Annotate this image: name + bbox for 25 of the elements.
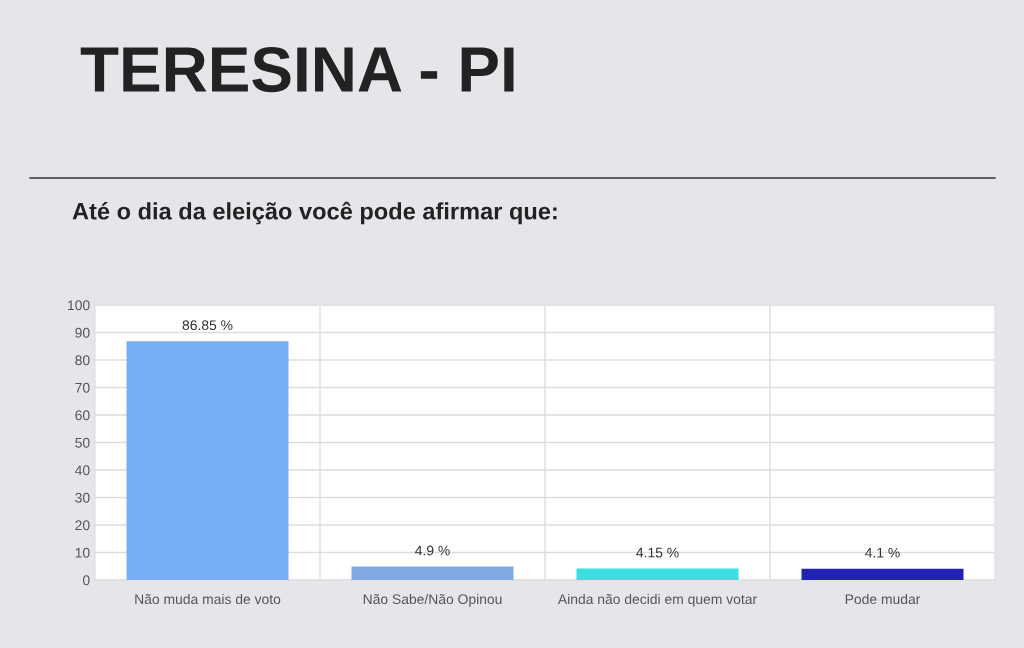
data-label: 4.9 % [415, 545, 450, 556]
y-tick-label: 50 [75, 437, 90, 448]
x-tick-label: Não Sabe/Não Opinou [363, 593, 502, 607]
bar [801, 568, 964, 580]
chart-title: TERESINA - PI [80, 46, 514, 93]
y-tick-label: 80 [75, 355, 90, 366]
y-tick-label: 100 [68, 300, 90, 311]
y-tick-label: 30 [75, 492, 90, 503]
bar [351, 566, 514, 580]
y-tick-label: 40 [75, 465, 90, 476]
data-label: 4.15 % [636, 547, 679, 558]
y-tick-label: 0 [82, 575, 90, 586]
y-tick-label: 20 [75, 520, 90, 531]
x-tick-label: Ainda não decidi em quem votar [557, 593, 757, 607]
data-label: 86.85 % [182, 320, 233, 331]
y-tick-label: 60 [75, 410, 90, 421]
bar [126, 341, 289, 580]
y-tick-label: 10 [75, 547, 90, 558]
x-tick-label: Não muda mais de voto [135, 593, 281, 605]
data-label: 4.1 % [865, 547, 900, 558]
bar [576, 568, 739, 580]
chart-subtitle: Até o dia da eleição você pode afirmar que: [72, 201, 557, 225]
y-tick-label: 70 [75, 382, 90, 393]
y-tick-label: 90 [75, 327, 90, 338]
x-tick-label: Pode mudar [845, 593, 921, 605]
